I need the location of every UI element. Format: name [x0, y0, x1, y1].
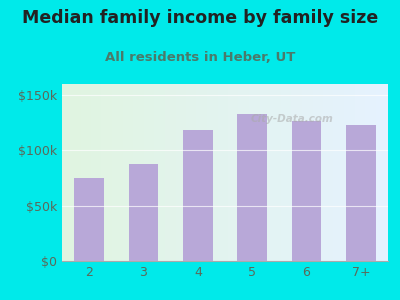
- Text: All residents in Heber, UT: All residents in Heber, UT: [105, 51, 295, 64]
- Text: City-Data.com: City-Data.com: [251, 114, 334, 124]
- Bar: [128, 164, 158, 261]
- Bar: [346, 125, 376, 261]
- Bar: [237, 114, 267, 261]
- Text: Median family income by family size: Median family income by family size: [22, 9, 378, 27]
- Bar: [292, 121, 322, 261]
- Bar: [183, 130, 213, 261]
- Bar: [74, 178, 104, 261]
